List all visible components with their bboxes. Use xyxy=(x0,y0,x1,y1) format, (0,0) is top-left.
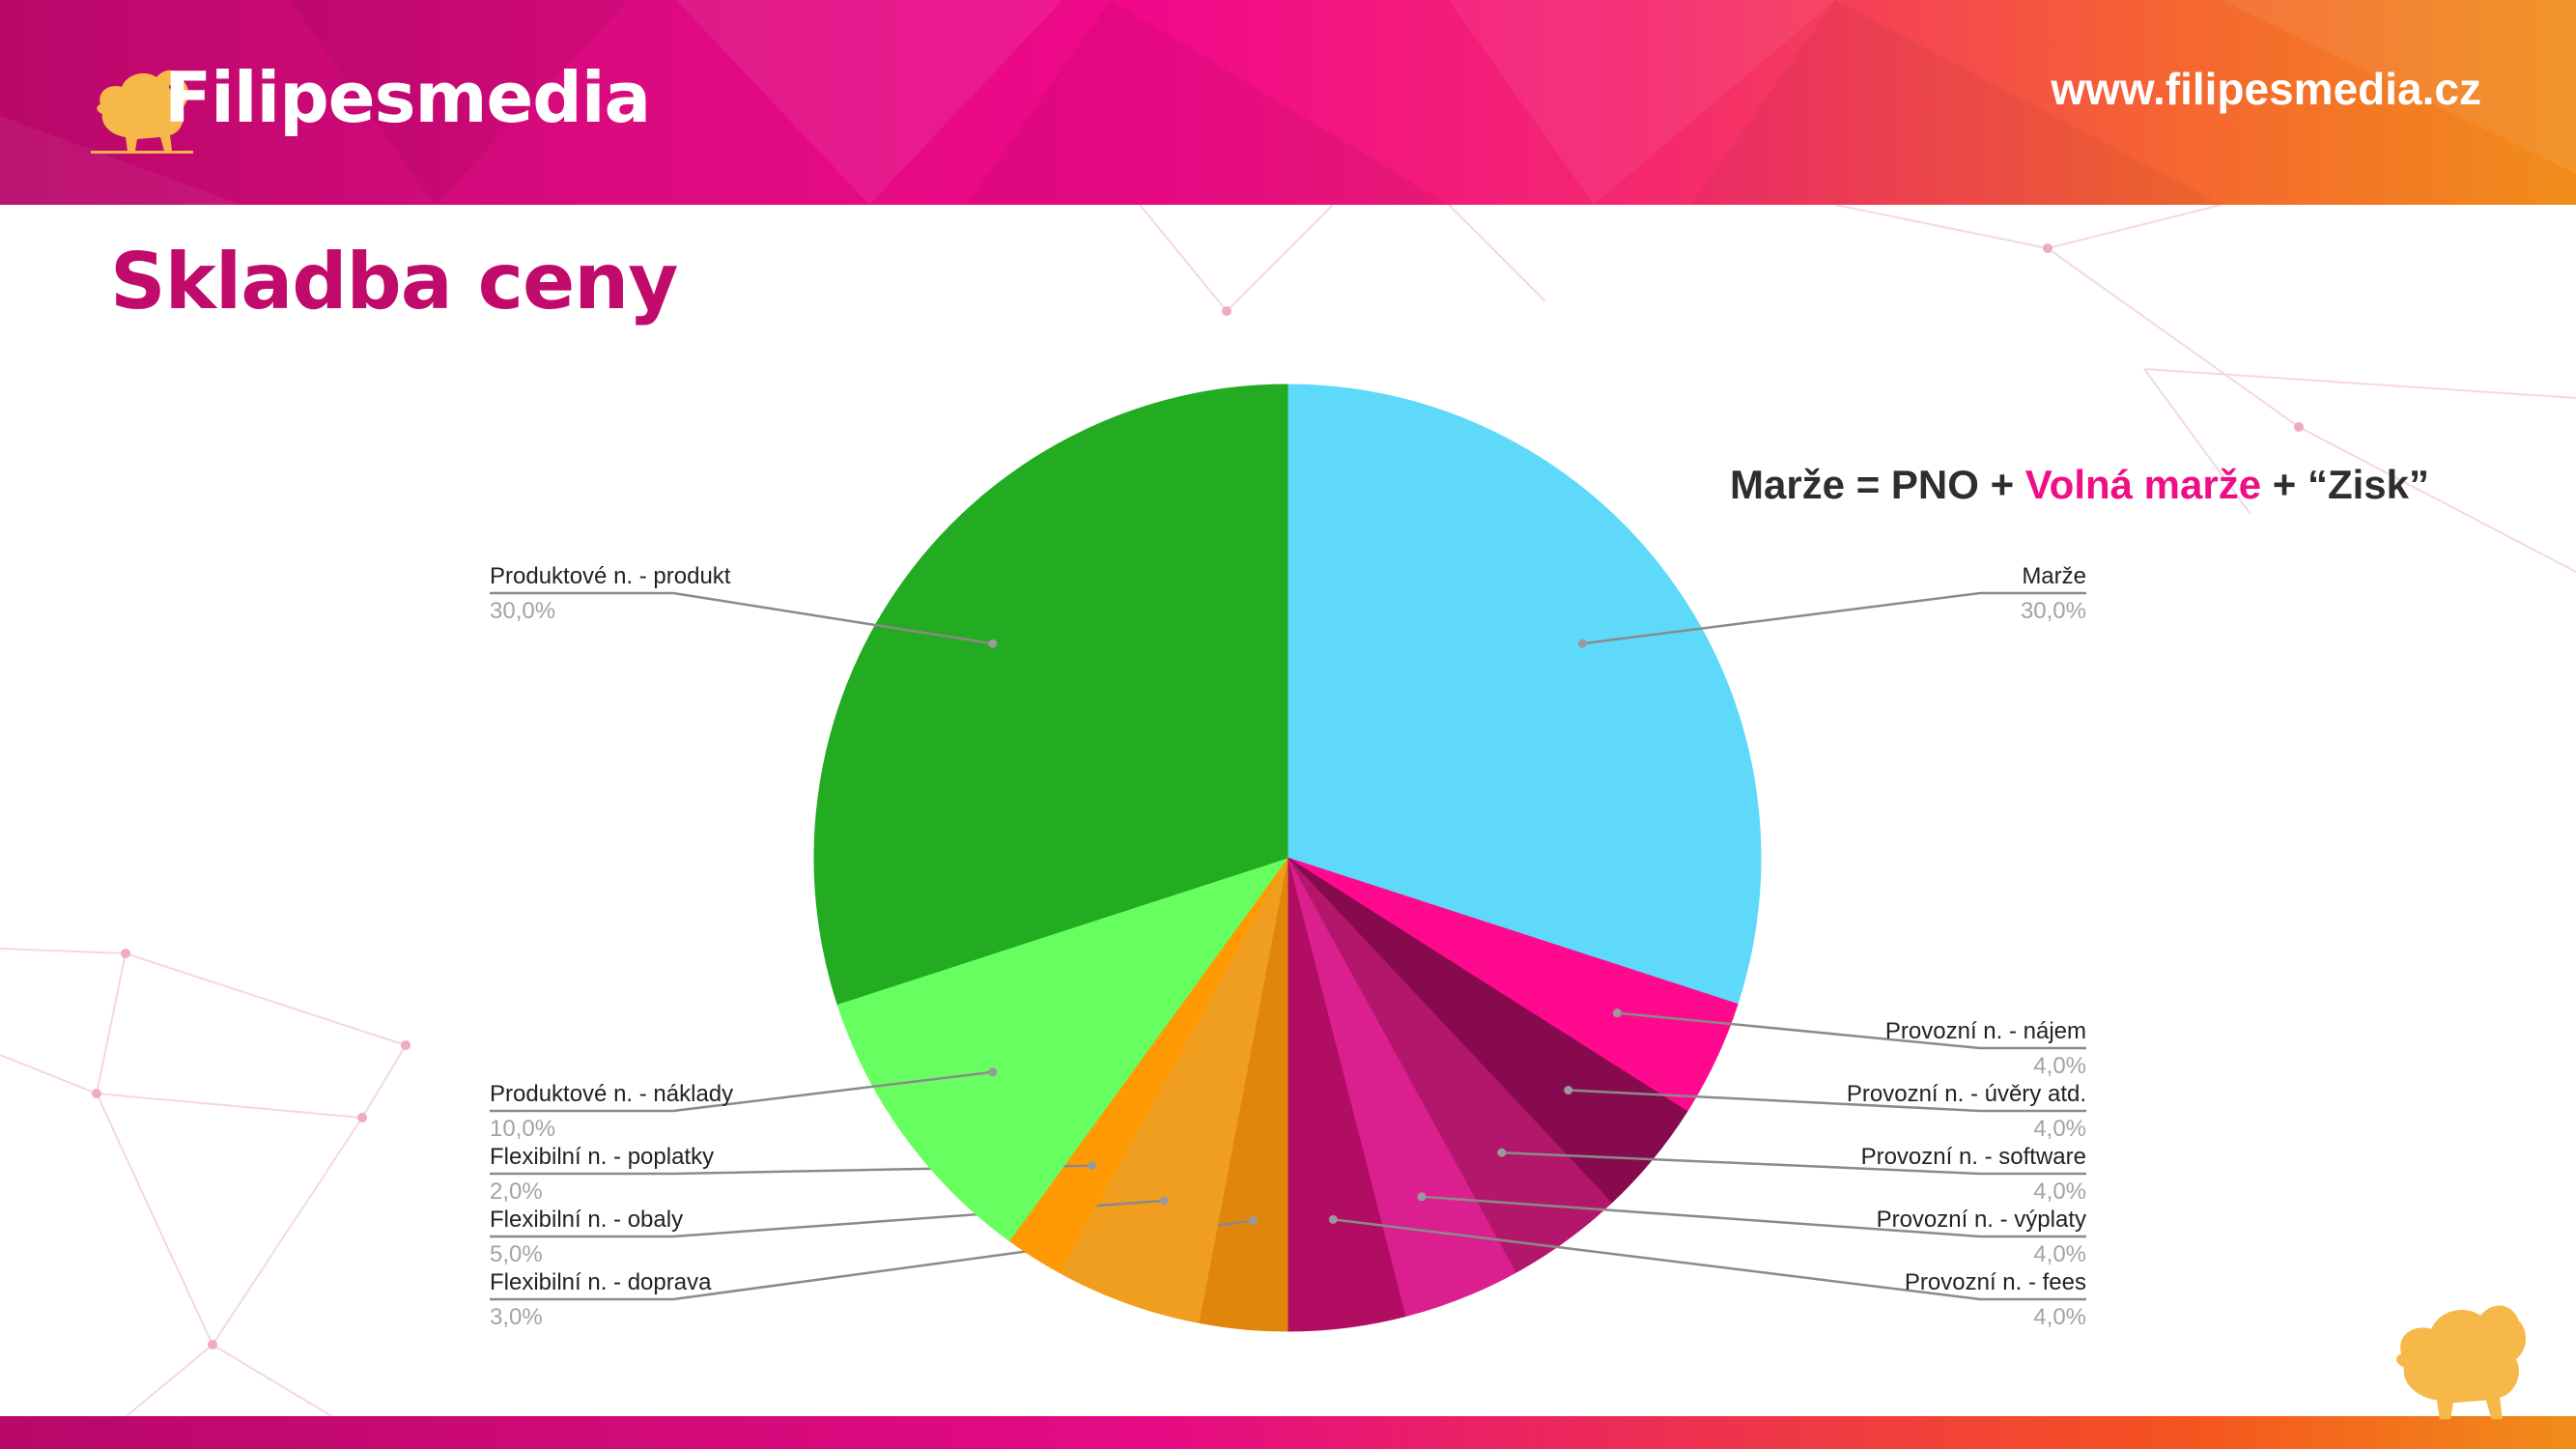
leader-dot xyxy=(1497,1148,1507,1157)
website-url[interactable]: www.filipesmedia.cz xyxy=(2051,64,2481,114)
slice-value-label: 5,0% xyxy=(490,1241,543,1267)
leader-dot xyxy=(1564,1086,1573,1095)
slice-label: Marže xyxy=(2022,563,2086,589)
slice-value-label: 4,0% xyxy=(2033,1241,2086,1267)
leader-dot xyxy=(1612,1009,1622,1018)
leader-line xyxy=(1333,1218,2086,1301)
formula-part-1: Marže = PNO + xyxy=(1729,462,2025,507)
formula-part-3: + “Zisk” xyxy=(2261,462,2429,507)
slice-value-label: 3,0% xyxy=(490,1304,543,1330)
margin-formula: Marže = PNO + Volná marže + “Zisk” xyxy=(1730,458,2429,512)
pie-slice xyxy=(836,857,1289,1242)
slice-value-label: 4,0% xyxy=(2033,1179,2086,1205)
slice-label: Provozní n. - fees xyxy=(1905,1269,2086,1295)
leader-dot xyxy=(1088,1161,1097,1171)
brand-name: Filipesmedia xyxy=(164,57,651,138)
leader-dot xyxy=(988,639,998,648)
leader-line xyxy=(1582,591,2086,645)
slice-label: Provozní n. - software xyxy=(1861,1144,2086,1170)
pie-slice xyxy=(813,384,1288,1006)
leader-dot xyxy=(1248,1216,1258,1226)
slice-label: Produktové n. - produkt xyxy=(490,563,731,589)
header-pattern xyxy=(0,0,2576,205)
slice-label: Provozní n. - úvěry atd. xyxy=(1847,1081,2086,1107)
leader-dot xyxy=(988,1067,998,1077)
leader-line xyxy=(1617,1011,2086,1050)
slice-value-label: 10,0% xyxy=(490,1116,555,1142)
leader-dot xyxy=(1328,1214,1338,1224)
pie-slice xyxy=(1059,857,1288,1323)
pomeranian-dog-icon xyxy=(2396,1305,2527,1420)
leader-line xyxy=(1568,1089,2086,1113)
slice-value-label: 30,0% xyxy=(2021,598,2086,624)
slice-value-label: 2,0% xyxy=(490,1179,543,1205)
slice-value-label: 4,0% xyxy=(2033,1053,2086,1079)
page-title: Skladba ceny xyxy=(110,237,678,327)
slice-value-label: 4,0% xyxy=(2033,1116,2086,1142)
slice-label: Flexibilní n. - obaly xyxy=(490,1207,683,1233)
formula-highlight: Volná marže xyxy=(2024,462,2262,507)
slice-label: Provozní n. - nájem xyxy=(1885,1018,2086,1044)
pomeranian-dog-icon xyxy=(97,70,189,151)
slice-value-label: 30,0% xyxy=(490,598,555,624)
leader-dot xyxy=(1417,1192,1427,1202)
leader-line xyxy=(1421,1195,2086,1238)
slice-label: Produktové n. - náklady xyxy=(490,1081,733,1107)
footer-bar xyxy=(0,1416,2576,1449)
pie-slice xyxy=(1287,384,1762,1006)
slice-label: Flexibilní n. - poplatky xyxy=(490,1144,714,1170)
leader-line xyxy=(1501,1151,2086,1176)
leader-dot xyxy=(1577,639,1587,648)
leader-dot xyxy=(1159,1196,1169,1206)
slice-label: Flexibilní n. - doprava xyxy=(490,1269,712,1295)
leader-line xyxy=(490,1070,993,1113)
header-banner: Filipesmedia www.filipesmedia.cz xyxy=(0,0,2576,205)
leader-line xyxy=(490,591,993,645)
slice-label: Provozní n. - výplaty xyxy=(1877,1207,2086,1233)
slice-value-label: 4,0% xyxy=(2033,1304,2086,1330)
logo-underline xyxy=(91,151,193,154)
